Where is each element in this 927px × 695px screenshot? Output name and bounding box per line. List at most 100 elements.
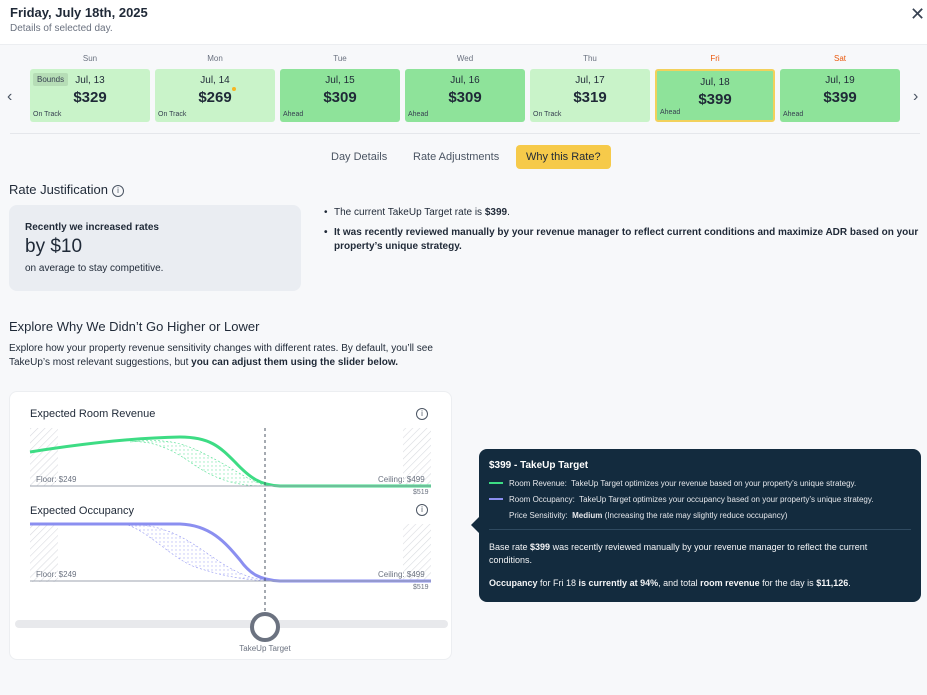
p-bold: is currently at 94% [578,578,659,588]
floor-hatch-revenue [30,428,58,486]
summary-heading: Recently we increased rates [25,222,159,233]
info-icon[interactable]: i [416,408,428,420]
p-text: for the day is [759,578,817,588]
close-icon[interactable]: ✕ [910,4,926,24]
day-status: On Track [158,111,187,118]
occupancy-max-label: $519 [413,584,429,591]
revenue-ceiling-label: Ceiling: $499 [378,475,425,484]
day-card[interactable]: Jul, 14 $269 On Track [155,69,275,122]
day-wed[interactable]: Wed Jul, 16 $309 Ahead [405,45,525,122]
bullet-reviewed: It was recently reviewed manually by you… [322,226,922,254]
summary-amount: by $10 [25,236,83,257]
p-text: . [848,578,851,588]
day-price: $319 [573,89,607,106]
occupancy-curve [30,522,431,583]
day-of-week: Mon [207,54,223,63]
day-fri[interactable]: Fri Jul, 18 $399 Ahead [655,45,775,122]
day-price: $399 [823,89,857,106]
day-of-week: Tue [333,54,347,63]
day-of-week: Sat [833,54,846,63]
day-price: $309 [448,89,482,106]
row-text: TakeUp Target optimizes your revenue bas… [571,479,857,488]
day-sat[interactable]: Sat Jul, 19 $399 Ahead [780,45,900,122]
tooltip-pointer [471,517,479,533]
ceiling-hatch-occupancy [403,524,431,582]
p-bold: room revenue [700,578,760,588]
tooltip-divider [489,529,911,530]
day-date: Jul, 16 [450,75,480,86]
info-icon[interactable]: i [112,185,124,197]
day-status: Ahead [660,109,681,116]
revenue-floor-label: Floor: $249 [36,475,77,484]
alert-dot-icon [232,87,236,91]
occupancy-floor-label: Floor: $249 [36,570,77,579]
ceiling-hatch-revenue [403,428,431,486]
day-date: Jul, 18 [700,77,730,88]
day-mon[interactable]: Mon Jul, 14 $269 On Track [155,45,275,122]
tooltip-revenue-row: Room Revenue: TakeUp Target optimizes yo… [489,479,856,488]
divider [10,133,920,134]
floor-hatch-occupancy [30,524,58,582]
day-card[interactable]: Jul, 15 $309 Ahead [280,69,400,122]
day-status: Ahead [783,111,804,118]
page-title: Friday, July 18th, 2025 [10,5,148,20]
day-date: Jul, 13 [75,75,105,86]
p-bold: Occupancy [489,578,538,588]
tooltip-occupancy-row: Room Occupancy: TakeUp Target optimizes … [489,495,874,504]
day-of-week: Fri [710,54,720,63]
p-bold: $399 [530,542,551,552]
bullet-rate-value: $399 [484,207,508,218]
day-status: On Track [33,111,62,118]
day-thu[interactable]: Thu Jul, 17 $319 On Track [530,45,650,122]
week-strip: ‹ Sun Bounds Jul, 13 $329 On Track Mon J… [0,45,927,133]
day-status: Ahead [408,111,429,118]
modal-header: Friday, July 18th, 2025 Details of selec… [0,0,927,45]
rate-slider-track[interactable] [15,620,448,628]
tab-why-this-rate[interactable]: Why this Rate? [516,145,611,169]
slider-label: TakeUp Target [239,644,291,653]
explore-description: Explore how your property revenue sensit… [9,342,459,370]
tab-day-details[interactable]: Day Details [331,151,388,163]
sensitivity-chart-card: Expected Room Revenue i Floor: $249 Ceil… [9,391,452,660]
day-tue[interactable]: Tue Jul, 15 $309 Ahead [280,45,400,122]
day-card[interactable]: Bounds Jul, 13 $329 On Track [30,69,150,122]
page-subtitle: Details of selected day. [10,23,113,34]
chevron-right-icon[interactable]: › [913,88,919,105]
revenue-sensitivity-area [129,440,271,487]
day-card-selected[interactable]: Jul, 18 $399 Ahead [655,69,775,122]
day-price: $399 [698,91,732,108]
day-card[interactable]: Jul, 16 $309 Ahead [405,69,525,122]
row-text: (Increasing the rate may slightly reduce… [604,511,788,520]
tooltip-occupancy-summary: Occupancy for Fri 18 is currently at 94%… [489,577,909,590]
row-label: Price Sensitivity: [509,511,568,520]
p-text: was recently reviewed manually by your r… [489,542,868,565]
day-card[interactable]: Jul, 17 $319 On Track [530,69,650,122]
day-price: $329 [73,89,107,106]
revenue-swatch [489,482,503,484]
day-date: Jul, 19 [825,75,855,86]
revenue-chart-title: Expected Room Revenue [30,408,156,420]
p-bold: $11,126 [816,578,849,588]
section-title-text: Rate Justification [9,182,108,197]
revenue-curve [29,435,431,488]
row-text: TakeUp Target optimizes your occupancy b… [579,495,874,504]
justification-bullets: The current TakeUp Target rate is $399. … [322,206,922,260]
day-sun[interactable]: Sun Bounds Jul, 13 $329 On Track [30,45,150,122]
tab-rate-adjustments[interactable]: Rate Adjustments [413,151,500,163]
day-date: Jul, 14 [200,75,230,86]
day-card[interactable]: Jul, 19 $399 Ahead [780,69,900,122]
revenue-max-label: $519 [413,489,429,496]
explore-text: Explore how your property revenue sensit… [9,343,433,368]
day-of-week: Thu [583,54,597,63]
p-text: for Fri 18 [537,578,579,588]
day-status: Ahead [283,111,304,118]
occupancy-chart-title: Expected Occupancy [30,505,134,517]
rate-slider-handle[interactable] [250,612,280,642]
rate-summary-box: Recently we increased rates by $10 on av… [9,205,301,291]
tooltip-base-rate: Base rate $399 was recently reviewed man… [489,541,909,567]
tooltip-title: $399 - TakeUp Target [489,460,589,471]
explore-title: Explore Why We Didn’t Go Higher or Lower [9,319,260,334]
p-text: Base rate [489,542,531,552]
info-icon[interactable]: i [416,504,428,516]
chevron-left-icon[interactable]: ‹ [7,88,13,105]
